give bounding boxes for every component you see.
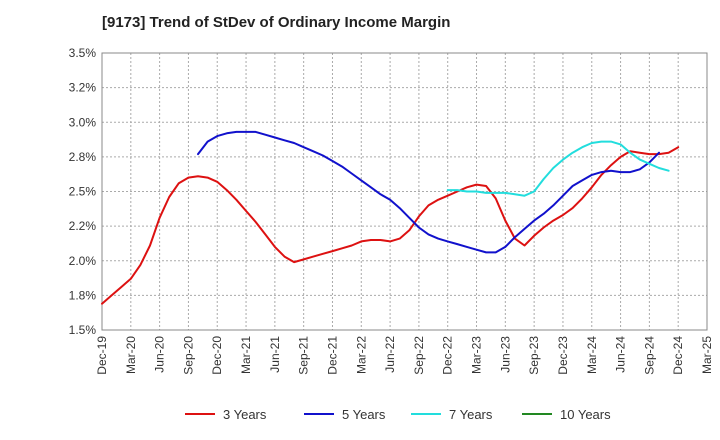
y-tick-label: 1.5% <box>69 323 97 337</box>
x-tick-label: Dec-23 <box>556 336 570 375</box>
y-tick-label: 2.0% <box>69 254 97 268</box>
x-tick-label: Mar-20 <box>124 336 138 374</box>
legend-label: 3 Years <box>223 407 267 422</box>
y-tick-label: 3.0% <box>69 115 97 129</box>
y-tick-label: 3.2% <box>69 81 97 95</box>
x-tick-label: Jun-21 <box>268 336 282 373</box>
plot-frame <box>101 52 708 331</box>
chart-title: [9173] Trend of StDev of Ordinary Income… <box>102 14 451 31</box>
series-line-3-years <box>101 146 680 305</box>
x-tick-label: Dec-24 <box>671 336 685 375</box>
y-tick-label: 2.8% <box>69 150 97 164</box>
x-tick-label: Mar-21 <box>239 336 253 374</box>
y-tick-label: 2.2% <box>69 219 97 233</box>
series-line-5-years <box>197 130 660 254</box>
x-tick-label: Sep-20 <box>181 336 195 375</box>
x-tick-label: Sep-23 <box>527 336 541 375</box>
x-tick-label: Mar-25 <box>700 336 714 374</box>
y-axis: 1.5% 1.8% 2.0% 2.2% 2.5% 2.8% 3.0% 3.2% 3.5% <box>69 46 97 337</box>
y-tick-label: 1.8% <box>69 288 97 302</box>
x-tick-label: Jun-22 <box>383 336 397 373</box>
legend-label: 10 Years <box>560 407 611 422</box>
x-tick-label: Sep-22 <box>412 336 426 375</box>
legend-label: 7 Years <box>449 407 493 422</box>
x-tick-label: Dec-19 <box>95 336 109 375</box>
x-tick-label: Mar-24 <box>585 336 599 374</box>
x-axis: Dec-19 Mar-20 Jun-20 Sep-20 Dec-20 Mar-21 Jun-… <box>95 336 714 375</box>
x-tick-label: Dec-20 <box>210 336 224 375</box>
x-tick-label: Dec-21 <box>325 336 339 375</box>
x-tick-label: Jun-24 <box>614 336 628 373</box>
legend-label: 5 Years <box>342 407 386 422</box>
x-tick-label: Jun-23 <box>498 336 512 373</box>
x-tick-label: Sep-24 <box>642 336 656 375</box>
series-line-7-years <box>446 140 670 197</box>
series-layer <box>101 130 680 305</box>
x-tick-label: Sep-21 <box>297 336 311 375</box>
y-tick-label: 2.5% <box>69 185 97 199</box>
grid-layer <box>101 52 708 331</box>
x-tick-label: Dec-22 <box>441 336 455 375</box>
x-tick-label: Jun-20 <box>153 336 167 373</box>
y-tick-label: 3.5% <box>69 46 97 60</box>
x-tick-label: Mar-23 <box>470 336 484 374</box>
legend: 3 Years 5 Years 7 Years 10 Years <box>185 407 611 422</box>
x-tick-label: Mar-22 <box>354 336 368 374</box>
